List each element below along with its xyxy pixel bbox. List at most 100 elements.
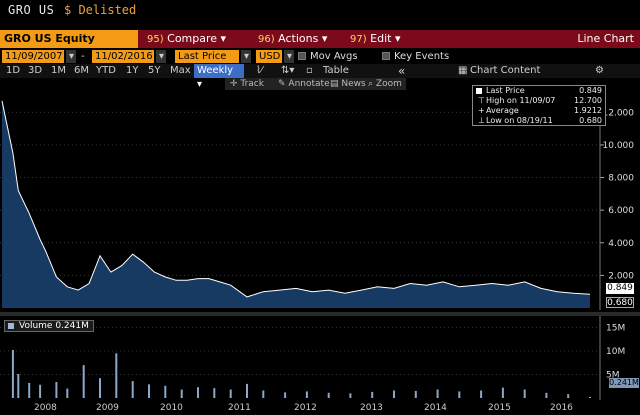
compare-menu[interactable]: 95) Compare ▾ xyxy=(143,30,253,48)
volume-legend[interactable]: Volume 0.241M xyxy=(4,320,94,332)
chevron-down-icon[interactable]: ▾ xyxy=(284,50,294,63)
high-marker-icon: ⊤ xyxy=(478,96,485,105)
price-tick-label: 2.000 xyxy=(608,271,634,281)
chart-content-button[interactable]: Chart Content xyxy=(470,65,541,76)
price-tick-label: 4.000 xyxy=(608,239,634,249)
volume-bar xyxy=(436,389,439,398)
chart-content-icon: ▦ xyxy=(458,65,468,76)
volume-grid xyxy=(0,326,600,375)
period-1m[interactable]: 1M xyxy=(51,65,66,76)
view-title: Line Chart xyxy=(577,32,634,45)
last-price-swatch xyxy=(476,88,482,94)
chevron-down-icon[interactable]: ▾ xyxy=(241,50,251,63)
price-grid xyxy=(0,111,600,276)
track-tool[interactable]: ✛ Track xyxy=(230,78,264,90)
date-separator: - xyxy=(81,51,85,62)
currency-select[interactable]: USD xyxy=(256,50,282,63)
price-tick-label: 8.000 xyxy=(608,174,634,184)
price-tick-label: 10.000 xyxy=(603,141,635,151)
delisted-status: $ Delisted xyxy=(64,3,137,17)
volume-bar xyxy=(17,374,20,398)
mov-avgs-checkbox[interactable] xyxy=(298,52,306,60)
start-date-input[interactable]: 11/09/2007 xyxy=(2,50,64,63)
ticker-bar xyxy=(0,0,640,19)
volume-chart[interactable]: 5M 10M 15M xyxy=(0,316,640,400)
end-date-input[interactable]: 11/02/2016 xyxy=(92,50,154,63)
chart-legend[interactable] xyxy=(472,85,606,126)
menu-bar xyxy=(0,30,640,48)
period-5y[interactable]: 5Y xyxy=(148,65,161,76)
x-tick-2016: 2016 xyxy=(550,403,573,413)
legend-average-label: Average xyxy=(486,106,519,115)
period-1d[interactable]: 1D xyxy=(6,65,21,76)
chart-type-icon[interactable]: ⇅▾ xyxy=(281,65,295,76)
actions-label: Actions xyxy=(278,32,319,45)
legend-high-value: 12.700 xyxy=(574,96,602,105)
volume-bar xyxy=(66,388,69,398)
average-marker-icon: + xyxy=(478,106,485,115)
volume-bar xyxy=(458,391,461,398)
x-axis xyxy=(0,400,640,415)
volume-bar xyxy=(213,388,216,398)
zoom-tool[interactable]: ⌕ Zoom xyxy=(368,78,402,90)
track-label: Track xyxy=(240,79,264,89)
chevron-down-icon: ▾ xyxy=(220,32,227,45)
volume-swatch xyxy=(8,323,14,329)
actions-num: 96) xyxy=(258,34,275,45)
compare-label: Compare xyxy=(167,32,218,45)
price-chart[interactable]: 2.000 4.000 6.000 8.000 10.000 12.000 xyxy=(0,90,640,310)
security-field[interactable]: GRO US Equity xyxy=(0,30,138,48)
volume-bar xyxy=(55,382,58,398)
volume-bar xyxy=(11,350,14,398)
ticker-symbol[interactable]: GRO US xyxy=(8,3,55,17)
crosshair-icon: ✛ xyxy=(230,79,238,89)
line-chart-icon[interactable]: ⌇⁄ xyxy=(256,65,263,76)
volume-bar xyxy=(180,389,183,398)
collapse-button[interactable]: « xyxy=(398,64,406,78)
volume-bar xyxy=(284,392,287,398)
pane-divider[interactable] xyxy=(0,312,640,316)
volume-bar xyxy=(480,390,483,398)
legend-last-price-value: 0.849 xyxy=(579,86,602,95)
legend-high-label: High on 11/09/07 xyxy=(486,96,556,105)
news-label: News xyxy=(341,79,366,89)
frequency-select[interactable]: Weekly ▾ xyxy=(194,64,244,90)
volume-tick-label: 5M xyxy=(606,370,620,380)
key-events-checkbox[interactable] xyxy=(382,52,390,60)
volume-tick-label: 15M xyxy=(606,323,625,333)
period-max[interactable]: Max xyxy=(170,65,191,76)
pencil-icon: ✎ xyxy=(278,79,286,89)
news-tool[interactable]: ▤ News xyxy=(330,78,366,90)
zoom-icon: ⌕ xyxy=(368,79,374,89)
volume-bar xyxy=(115,353,118,398)
table-button[interactable]: Table xyxy=(323,65,349,76)
period-ytd[interactable]: YTD xyxy=(96,65,116,76)
volume-bar xyxy=(349,393,352,398)
period-3d[interactable]: 3D xyxy=(28,65,43,76)
table-checkbox-icon[interactable]: ▫ xyxy=(306,65,313,76)
chevron-down-icon: ▾ xyxy=(394,32,401,45)
actions-menu[interactable]: 96) Actions ▾ xyxy=(254,30,344,48)
volume-bar xyxy=(523,389,526,398)
legend-low-value: 0.680 xyxy=(579,116,602,125)
annotate-tool[interactable]: ✎ Annotate xyxy=(278,78,330,90)
x-tick-2010: 2010 xyxy=(160,403,183,413)
chevron-down-icon: ▾ xyxy=(197,79,203,90)
news-icon: ▤ xyxy=(330,79,339,89)
x-tick-2012: 2012 xyxy=(294,403,317,413)
x-tick-2014: 2014 xyxy=(424,403,447,413)
edit-menu[interactable]: 97) Edit ▾ xyxy=(346,30,410,48)
volume-tick-label: 10M xyxy=(606,347,625,357)
volume-bar xyxy=(501,387,504,398)
period-1y[interactable]: 1Y xyxy=(126,65,139,76)
volume-value-box: 0.241M xyxy=(609,378,639,388)
period-6m[interactable]: 6M xyxy=(74,65,89,76)
gear-icon[interactable]: ⚙ xyxy=(595,65,604,76)
field-select[interactable]: Last Price xyxy=(175,50,239,63)
legend-low-label: Low on 08/19/11 xyxy=(486,116,553,125)
end-date-picker-icon[interactable]: ▾ xyxy=(156,50,166,63)
volume-bar xyxy=(262,390,265,398)
volume-bar xyxy=(414,390,417,398)
volume-bar xyxy=(164,385,167,398)
start-date-picker-icon[interactable]: ▾ xyxy=(66,50,76,63)
